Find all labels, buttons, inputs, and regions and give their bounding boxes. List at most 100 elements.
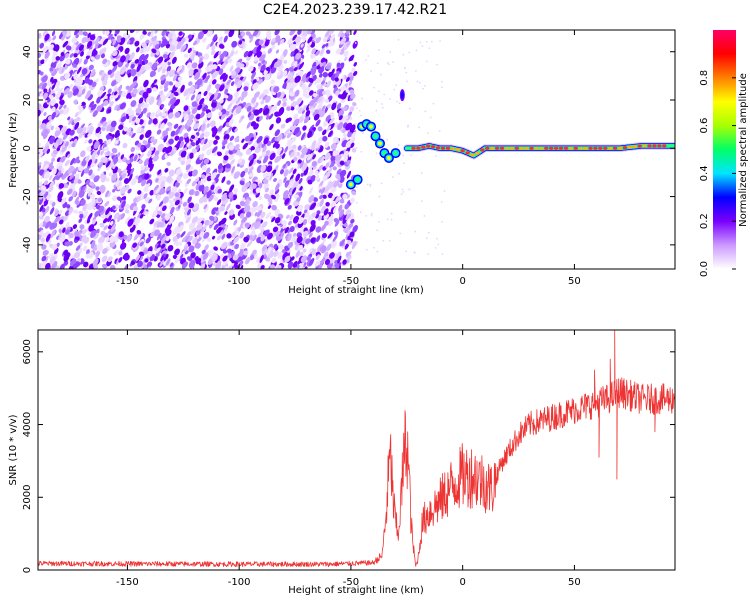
spectrogram-noise-cell (228, 191, 234, 199)
spectrogram-noise-cell (258, 39, 264, 45)
spectrogram-ridge-peak (598, 146, 603, 150)
spectrogram-noise-cell (199, 153, 205, 161)
spectrogram-noise-cell (266, 34, 272, 41)
spectrogram-noise-cell (233, 219, 238, 226)
spectrogram-noise-cell (263, 89, 269, 96)
spectrogram-noise-cell (54, 129, 61, 137)
x-tick-label: -150 (116, 276, 139, 287)
snr-y-axis-label: SNR (10 * v/v) (8, 414, 19, 485)
spectrogram-noise-cell (81, 88, 86, 95)
spectrogram-noise-cell (144, 173, 150, 180)
spectrogram-noise-cell (219, 98, 224, 104)
spectrogram-noise-cell (168, 112, 174, 119)
spectrogram-noise-cell (105, 177, 110, 182)
spectrogram-noise-cell (97, 197, 102, 203)
spectrogram-noise-cell (223, 229, 227, 234)
spectrogram-noise-cell (203, 204, 208, 210)
y-tick-label: -20 (22, 188, 33, 204)
spectrogram-speckle (383, 93, 386, 96)
spectrogram-noise-cell (315, 254, 320, 261)
spectrogram-noise-cell (316, 84, 321, 89)
spectrogram-noise-cell (322, 119, 329, 127)
spectrogram-noise-cell (40, 260, 47, 269)
spectrogram-noise-cell (221, 145, 226, 150)
spectrogram-noise-cell (58, 183, 65, 189)
spectrogram-noise-cell (216, 151, 222, 157)
spectrogram-noise-cell (292, 262, 298, 268)
spectrogram-noise-cell (190, 227, 197, 236)
spectrogram-noise-cell (276, 70, 281, 77)
spectrogram-x-ticks: -150 -100 -50 0 50 (116, 30, 581, 287)
spectrogram-noise-cell (230, 241, 235, 246)
spectrogram-noise-cell (131, 119, 137, 126)
spectrogram-noise-cell (353, 30, 357, 36)
spectrogram-noise-cell (219, 205, 225, 212)
spectrogram-noise-cell (319, 47, 325, 55)
spectrogram-noise-cell (311, 48, 316, 55)
spectrogram-noise-cell (155, 185, 162, 194)
spectrogram-noise-cell (161, 68, 166, 74)
spectrogram-noise-cell (307, 30, 313, 35)
spectrogram-noise-cell (139, 214, 144, 219)
spectrogram-noise-cell (140, 165, 146, 171)
spectrogram-noise-cell (97, 90, 103, 97)
spectrogram-noise-cell (298, 116, 304, 124)
spectrogram-noise-cell (44, 215, 50, 223)
spectrogram-noise-cell (315, 141, 321, 149)
spectrogram-noise-cell (116, 196, 122, 201)
spectrogram-noise-cell (299, 263, 304, 269)
spectrogram-noise-cell (171, 37, 178, 45)
spectrogram-noise-cell (234, 135, 240, 143)
spectrogram-noise-cell (75, 76, 83, 85)
spectrogram-noise-cell (284, 226, 289, 234)
spectrogram-speckle (380, 182, 383, 185)
spectrogram-noise-cell (337, 255, 342, 264)
spectrogram-ridge-peak (440, 146, 446, 150)
spectrogram-noise-cell (295, 173, 301, 182)
spectrogram-noise-cell (48, 44, 54, 51)
spectrogram-noise-cell (131, 132, 136, 139)
spectrogram-speckle (386, 218, 389, 221)
spectrogram-noise-cell (83, 58, 88, 65)
spectrogram-ridge-peak (524, 146, 529, 150)
spectrogram-noise-cell (51, 243, 58, 251)
spectrogram-noise-cell (185, 158, 192, 166)
spectrogram-noise-cell (152, 209, 159, 217)
spectrogram-speckle (441, 86, 443, 89)
spectrogram-noise-cell (321, 80, 325, 85)
spectrogram-speckle (358, 109, 361, 112)
spectrogram-speckle (413, 251, 416, 254)
spectrogram-noise-cell (188, 85, 195, 95)
spectrogram-noise-cell (270, 264, 276, 269)
spectrogram-noise-cell (291, 187, 297, 195)
spectrogram-noise-cell (138, 53, 145, 62)
spectrogram-noise-cell (308, 168, 313, 177)
spectrogram-speckle (398, 102, 401, 105)
spectrogram-noise-cell (262, 178, 269, 185)
spectrogram-noise-cell (263, 108, 270, 116)
spectrogram-noise-cell (162, 205, 167, 212)
spectrogram-noise-cell (309, 170, 314, 177)
spectrogram-noise-cell (111, 173, 118, 181)
spectrogram-noise-cell (351, 67, 356, 72)
spectrogram-noise-cell (95, 54, 101, 60)
spectrogram-speckle (390, 212, 393, 215)
spectrogram-noise-cell (64, 221, 70, 230)
spectrogram-noise-cell (55, 86, 60, 92)
spectrogram-noise-cell (280, 232, 284, 237)
spectrogram-ridge-peak (411, 146, 416, 150)
spectrogram-noise-cell (234, 144, 240, 151)
spectrogram-noise-cell (311, 140, 317, 149)
spectrogram-noise-cell (45, 233, 51, 242)
spectrogram-noise-cell (277, 251, 283, 259)
spectrogram-noise-cell (102, 79, 108, 86)
spectrogram-noise-cell (177, 204, 181, 209)
spectrogram-noise-cell (72, 263, 78, 269)
spectrogram-noise-cell (309, 223, 316, 232)
spectrogram-noise-cell (203, 158, 210, 165)
spectrogram-noise-cell (309, 99, 315, 107)
spectrogram-noise-cell (105, 207, 111, 215)
spectrogram-noise-cell (314, 49, 318, 55)
spectrogram-noise-cell (174, 199, 180, 206)
